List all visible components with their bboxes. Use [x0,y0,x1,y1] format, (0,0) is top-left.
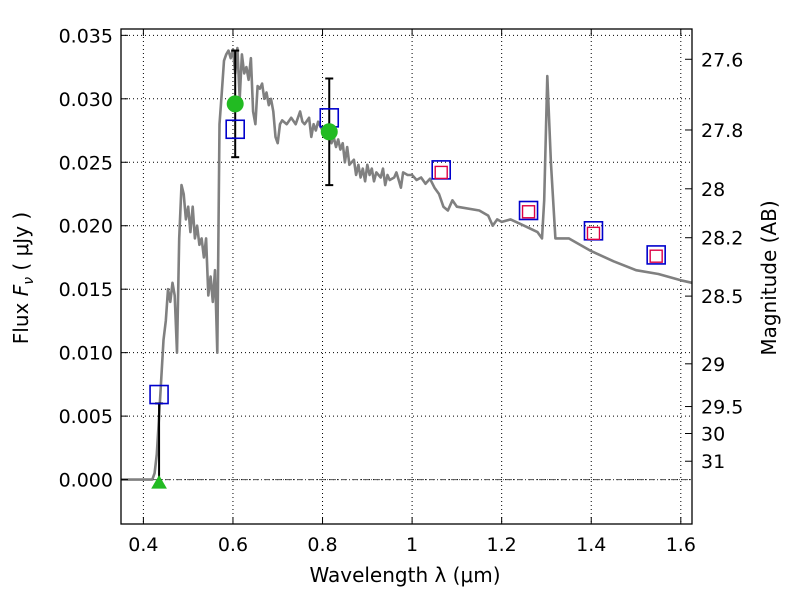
y2-tick-label: 28.5 [701,286,743,308]
y-tick-label: 0.025 [59,152,113,174]
y-tick-label: 0.010 [59,343,113,365]
model-sed-line [121,46,693,481]
y-tick-label: 0.015 [59,279,113,301]
axes-frame [120,28,693,525]
x-axis-title: Wavelength λ (μm) [309,563,500,587]
y2-tick-label: 27.8 [701,120,743,142]
model-flux-square [586,226,601,241]
y-tick-label: 0.005 [59,406,113,428]
green-flux-point [320,123,338,141]
y2-tick-label: 29 [701,354,725,376]
observed-flux-square [646,245,666,265]
observed-flux-square [225,119,245,140]
y-tick-label: 0.000 [59,470,113,492]
x-tick-label: 1 [406,534,418,556]
y2-axis-title: Magnitude (AB) [757,200,781,355]
grid [121,29,692,524]
observed-flux-square [518,200,539,221]
x-tick-label: 1.6 [666,534,696,556]
y2-tick-label: 28 [701,179,725,201]
y-axis-title: Flux Fν ( μJy ) [9,212,37,344]
y-tick-label: 0.035 [59,25,113,47]
y2-tick-label: 28.2 [701,228,743,250]
y-tick-label: 0.030 [59,89,113,111]
x-tick-label: 1.2 [487,534,517,556]
y2-tick-label: 30 [701,423,725,445]
green-flux-point [226,95,244,113]
x-tick-label: 0.6 [218,534,248,556]
y-tick-label: 0.020 [59,216,113,238]
green-triangle-point [151,475,167,489]
y2-tick-label: 29.5 [701,397,743,419]
x-tick-label: 0.8 [307,534,337,556]
x-tick-label: 1.4 [576,534,606,556]
observed-flux-square [149,384,169,405]
model-flux-square [649,249,663,263]
y2-tick-label: 31 [701,451,725,473]
x-tick-label: 0.4 [128,534,158,556]
ticks: 0.4 0.6 0.8 1 1.2 1.4 1.6 0.000 0.005 0.010 0.015 0… [59,25,744,556]
y2-tick-label: 27.6 [701,49,743,71]
model-flux-square [521,205,536,219]
model-flux-square [434,165,448,180]
plot-area [121,46,693,489]
